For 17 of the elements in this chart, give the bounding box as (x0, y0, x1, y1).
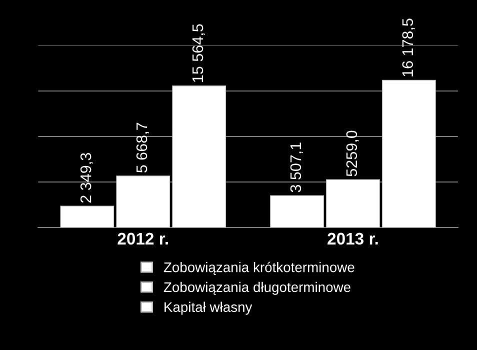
data-label: 5 668,7 (136, 122, 150, 173)
legend-label: Zobowiązania długoterminowe (164, 282, 350, 295)
legend-label: Zobowiązania krótkoterminowe (164, 262, 354, 275)
legend-label: Kapitał własny (164, 302, 252, 315)
data-label: 3 507,1 (290, 142, 303, 192)
data-label: 2 349,3 (80, 153, 94, 203)
data-label: 15 564,5 (192, 24, 205, 82)
x-tick-label: 2013 r. (328, 232, 378, 245)
bar (382, 80, 436, 228)
bar (172, 86, 226, 228)
bar (326, 179, 380, 228)
x-tick-label: 2012 r. (118, 232, 168, 245)
data-label: 16 178,5 (402, 18, 415, 76)
bar (116, 176, 170, 228)
bar (270, 195, 324, 228)
data-label: 5259,0 (346, 130, 359, 176)
bar (60, 206, 114, 228)
